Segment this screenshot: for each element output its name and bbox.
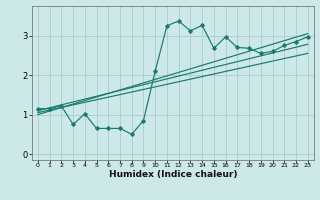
X-axis label: Humidex (Indice chaleur): Humidex (Indice chaleur) bbox=[108, 170, 237, 179]
